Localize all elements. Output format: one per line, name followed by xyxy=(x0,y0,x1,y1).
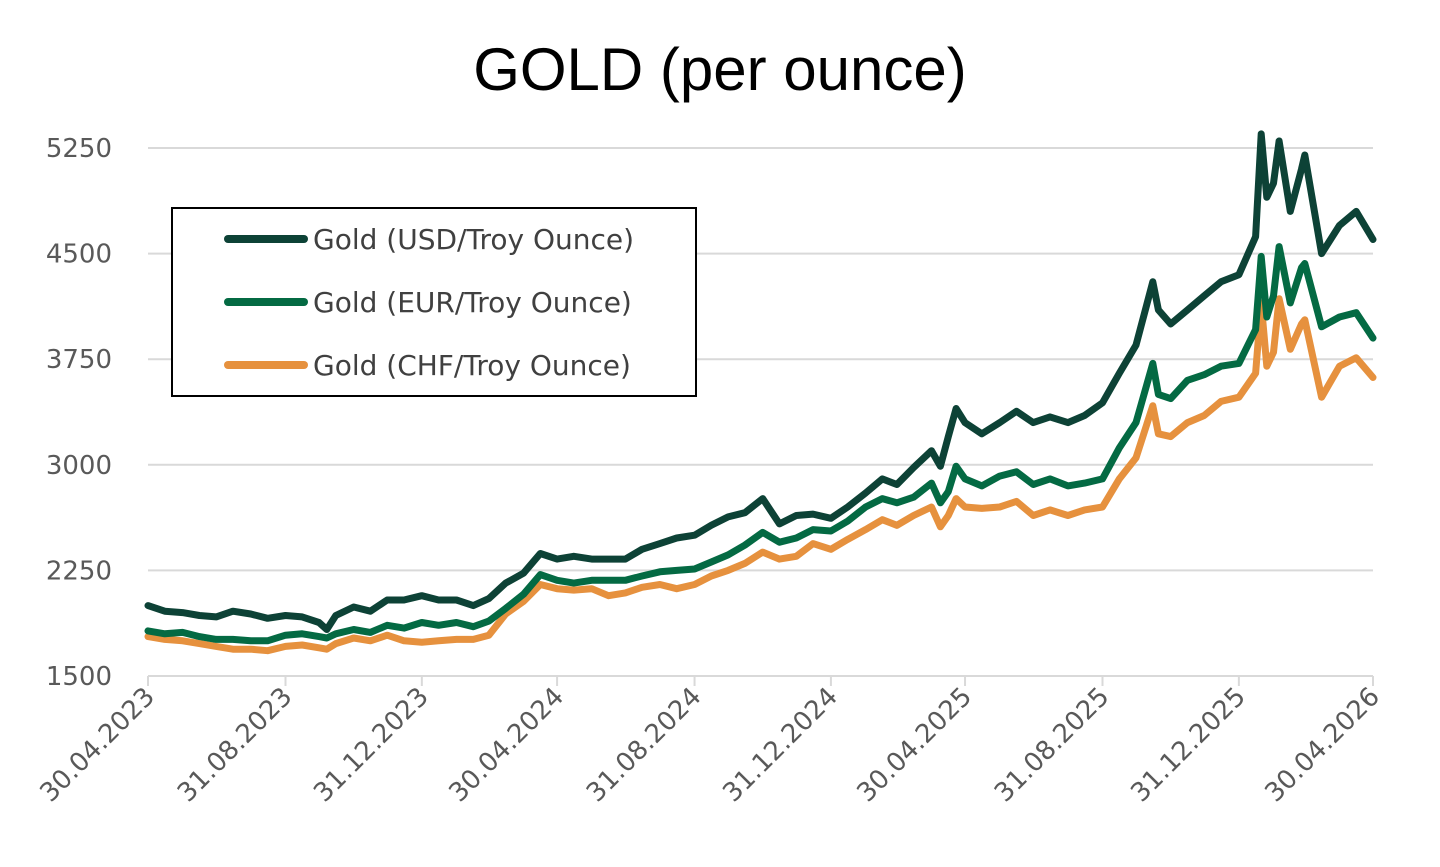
x-tick-label: 31.12.2023 xyxy=(308,682,434,808)
x-tick-label: 30.04.2026 xyxy=(1259,682,1385,808)
y-tick-label: 4500 xyxy=(46,240,112,270)
series-line xyxy=(144,130,1377,633)
x-tick-label: 30.04.2024 xyxy=(444,682,570,808)
x-tick-label: 31.08.2025 xyxy=(989,682,1115,808)
x-axis: 30.04.2023 31.08.2023 31.12.2023 30.04.2024… xyxy=(34,675,1386,808)
y-tick-label: 2250 xyxy=(46,556,112,586)
legend-label: Gold (CHF/Troy Ounce) xyxy=(313,349,631,382)
y-tick-label: 3750 xyxy=(46,345,112,375)
y-tick-label: 1500 xyxy=(46,662,112,692)
x-tick-label: 31.08.2023 xyxy=(172,682,298,808)
x-tick-label: 31.12.2025 xyxy=(1125,682,1251,808)
x-tick-label: 30.04.2025 xyxy=(852,682,978,808)
series-line xyxy=(144,295,1377,655)
x-tick-label: 31.08.2024 xyxy=(581,682,707,808)
chart-title: GOLD (per ounce) xyxy=(473,36,967,103)
series-lines xyxy=(144,130,1377,655)
y-axis: 1500 2250 3000 3750 4500 5250 xyxy=(46,134,112,692)
legend-label: Gold (USD/Troy Ounce) xyxy=(313,223,634,256)
y-tick-label: 3000 xyxy=(46,451,112,481)
x-tick-label: 30.04.2023 xyxy=(34,682,160,808)
y-tick-label: 5250 xyxy=(46,134,112,164)
series-line xyxy=(144,243,1377,645)
legend: Gold (USD/Troy Ounce) Gold (EUR/Troy Ounc… xyxy=(171,207,697,397)
legend-label: Gold (EUR/Troy Ounce) xyxy=(313,286,632,319)
x-tick-label: 31.12.2024 xyxy=(717,682,843,808)
